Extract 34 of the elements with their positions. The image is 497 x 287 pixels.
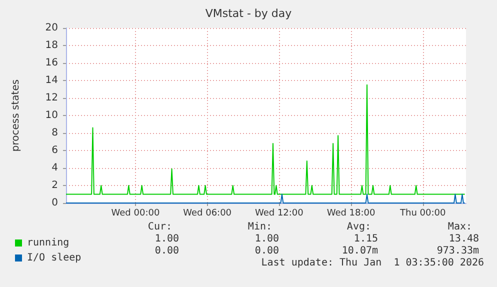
text: Avg: xyxy=(346,222,372,232)
x-tick-label: Wed 00:00 xyxy=(111,208,160,218)
y-tick-label: 20 xyxy=(45,22,58,34)
y-tick-label: 0 xyxy=(52,198,58,208)
line-series xyxy=(66,84,466,195)
legend-label: I/O sleep xyxy=(27,252,82,264)
y-tick-label: 6 xyxy=(52,145,58,156)
y-tick-label: 14 xyxy=(45,75,58,86)
x-tick-label: Thu 00:00 xyxy=(399,208,446,218)
y-tick-label: 16 xyxy=(45,58,58,68)
text: Cur: xyxy=(148,222,172,232)
y-tick-label: 12 xyxy=(45,92,58,104)
y-tick-label: 18 xyxy=(45,40,58,51)
y-axis-title: process states xyxy=(10,79,22,152)
text: 1.00 xyxy=(154,234,180,244)
text: 0.00 xyxy=(154,246,180,256)
text: 1.15 xyxy=(354,234,378,244)
text: 0.00 xyxy=(254,246,280,256)
text: Last update: Thu Jan 1 03:35:00 2026 xyxy=(261,258,484,268)
x-tick-label: Wed 18:00 xyxy=(326,208,376,218)
x-tick-label: Wed 06:00 xyxy=(183,208,232,218)
y-tick-label: 8 xyxy=(52,128,58,138)
x-tick-label: Wed 12:00 xyxy=(254,208,304,218)
text: 10.07m xyxy=(342,246,378,256)
text: 973.33m xyxy=(436,246,480,256)
legend-label: running xyxy=(27,238,70,248)
text: 13.48 xyxy=(448,234,480,244)
y-tick-label: 4 xyxy=(52,162,58,174)
chart-title: VMstat - by day xyxy=(205,7,292,20)
y-tick-label: 2 xyxy=(52,180,58,191)
y-tick-label: 10 xyxy=(45,110,58,121)
text: Min: xyxy=(248,222,272,232)
text: 1.00 xyxy=(254,234,280,244)
text: Max: xyxy=(448,222,472,232)
